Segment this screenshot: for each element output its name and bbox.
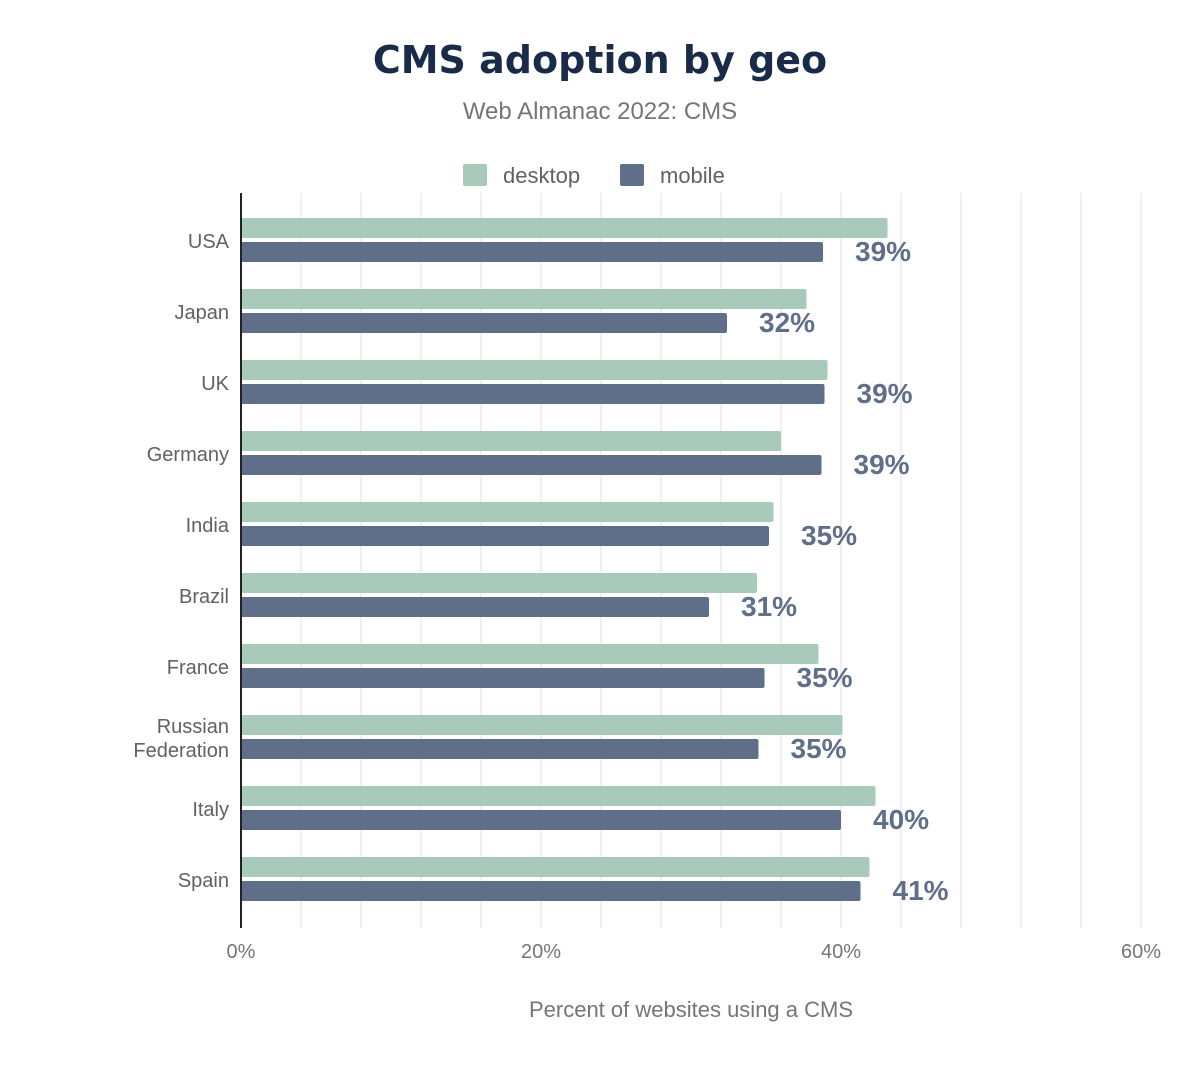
chart-title: CMS adoption by geo (372, 38, 828, 82)
bar-desktop (241, 573, 757, 593)
bar-desktop (241, 431, 781, 451)
data-label: 35% (797, 662, 853, 693)
bar-desktop (241, 360, 828, 380)
bar-mobile (241, 881, 861, 901)
bar-mobile (241, 668, 765, 688)
bar-desktop (241, 502, 774, 522)
x-tick-label: 0% (227, 941, 256, 963)
data-label: 41% (893, 875, 949, 906)
legend-label-mobile: mobile (660, 163, 725, 188)
bar-mobile (241, 313, 727, 333)
legend-swatch-mobile (620, 164, 644, 186)
category-label: UK (201, 373, 229, 395)
legend-label-desktop: desktop (503, 163, 580, 188)
data-label: 35% (801, 520, 857, 551)
category-label: Italy (192, 799, 229, 821)
bar-mobile (241, 739, 759, 759)
data-label: 32% (759, 307, 815, 338)
category-label: Japan (175, 302, 230, 324)
data-label: 31% (741, 591, 797, 622)
category-label: France (167, 657, 229, 679)
bar-desktop (241, 786, 876, 806)
bar-mobile (241, 526, 769, 546)
category-label: India (186, 515, 230, 537)
bar-mobile (241, 597, 709, 617)
x-axis-label: Percent of websites using a CMS (528, 997, 854, 1022)
x-tick-label: 60% (1121, 941, 1161, 963)
category-label: Russian (157, 716, 229, 738)
bar-mobile (241, 810, 841, 830)
data-label: 39% (855, 236, 911, 267)
category-label: Brazil (179, 586, 229, 608)
bar-desktop (241, 218, 888, 238)
bar-desktop (241, 857, 870, 877)
bar-desktop (241, 644, 819, 664)
data-label: 40% (873, 804, 929, 835)
bar-mobile (241, 242, 823, 262)
data-label: 39% (854, 449, 910, 480)
legend-swatch-desktop (463, 164, 487, 186)
category-label: USA (188, 231, 230, 253)
bar-mobile (241, 455, 822, 475)
bar-mobile (241, 384, 825, 404)
category-label: Spain (178, 870, 229, 892)
chart-subtitle: Web Almanac 2022: CMS (462, 98, 738, 125)
category-label: Germany (147, 444, 229, 466)
data-label: 35% (791, 733, 847, 764)
x-tick-label: 20% (521, 941, 561, 963)
bar-desktop (241, 715, 843, 735)
data-label: 39% (857, 378, 913, 409)
x-tick-label: 40% (821, 941, 861, 963)
category-label: Federation (133, 740, 229, 762)
bar-desktop (241, 289, 807, 309)
